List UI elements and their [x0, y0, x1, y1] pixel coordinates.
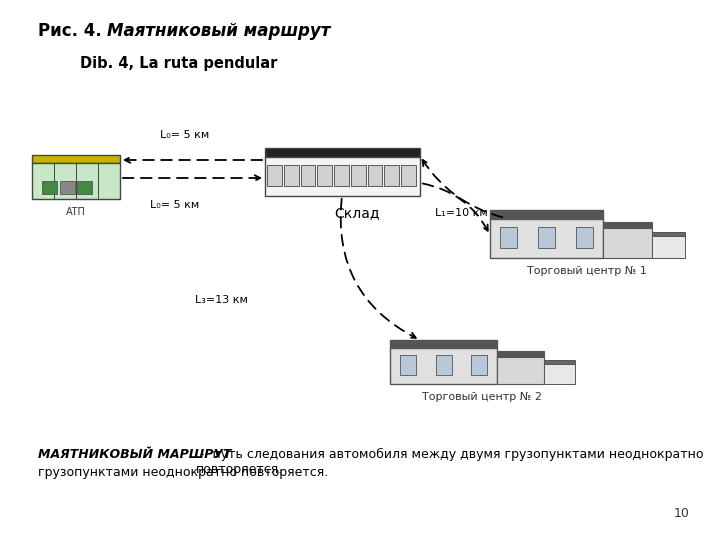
Bar: [318, 165, 332, 186]
Bar: [265, 148, 420, 157]
Bar: [498, 357, 544, 384]
Bar: [544, 360, 575, 364]
Bar: [436, 355, 451, 375]
Bar: [603, 228, 652, 258]
Bar: [472, 355, 487, 375]
Bar: [384, 165, 399, 186]
Bar: [603, 222, 652, 228]
Bar: [652, 237, 685, 258]
Text: L₀= 5 км: L₀= 5 км: [161, 130, 210, 140]
Bar: [334, 165, 349, 186]
Bar: [576, 226, 593, 248]
Text: грузопунктами неоднократно повторяется.: грузопунктами неоднократно повторяется.: [38, 466, 328, 479]
Text: L₀= 5 км: L₀= 5 км: [150, 200, 199, 210]
Text: МАЯТНИКОВЫЙ МАРШРУТ: МАЯТНИКОВЫЙ МАРШРУТ: [38, 448, 232, 461]
Bar: [265, 157, 420, 196]
Bar: [400, 355, 416, 375]
Bar: [368, 165, 382, 186]
Bar: [60, 181, 75, 193]
Bar: [652, 232, 685, 237]
Bar: [300, 165, 315, 186]
Text: Рис. 4.: Рис. 4.: [38, 22, 113, 40]
Bar: [500, 226, 518, 248]
Bar: [390, 348, 498, 384]
Text: Dib. 4, La ruta pendular: Dib. 4, La ruta pendular: [80, 56, 277, 71]
Text: АТП: АТП: [66, 207, 86, 217]
Text: -  путь следования автомобиля между двумя грузопунктами неоднократно повторяется: - путь следования автомобиля между двумя…: [196, 448, 703, 476]
Text: Торговый центр № 1: Торговый центр № 1: [527, 266, 647, 276]
Bar: [490, 219, 603, 258]
Text: 10: 10: [674, 507, 690, 520]
Text: L₁=10 км: L₁=10 км: [435, 208, 487, 218]
Bar: [390, 340, 498, 348]
Bar: [401, 165, 416, 186]
Text: Склад: Склад: [334, 206, 379, 220]
Bar: [32, 155, 120, 163]
Bar: [42, 181, 57, 193]
Bar: [544, 364, 575, 384]
Bar: [498, 351, 544, 357]
Text: L₃=13 км: L₃=13 км: [195, 295, 248, 305]
Bar: [78, 181, 92, 193]
Text: Торговый центр № 2: Торговый центр № 2: [422, 392, 542, 402]
Bar: [351, 165, 366, 186]
Text: Маятниковый маршрут: Маятниковый маршрут: [107, 22, 330, 40]
Bar: [490, 210, 603, 219]
Bar: [32, 163, 120, 199]
Bar: [538, 226, 555, 248]
Bar: [267, 165, 282, 186]
Bar: [284, 165, 299, 186]
